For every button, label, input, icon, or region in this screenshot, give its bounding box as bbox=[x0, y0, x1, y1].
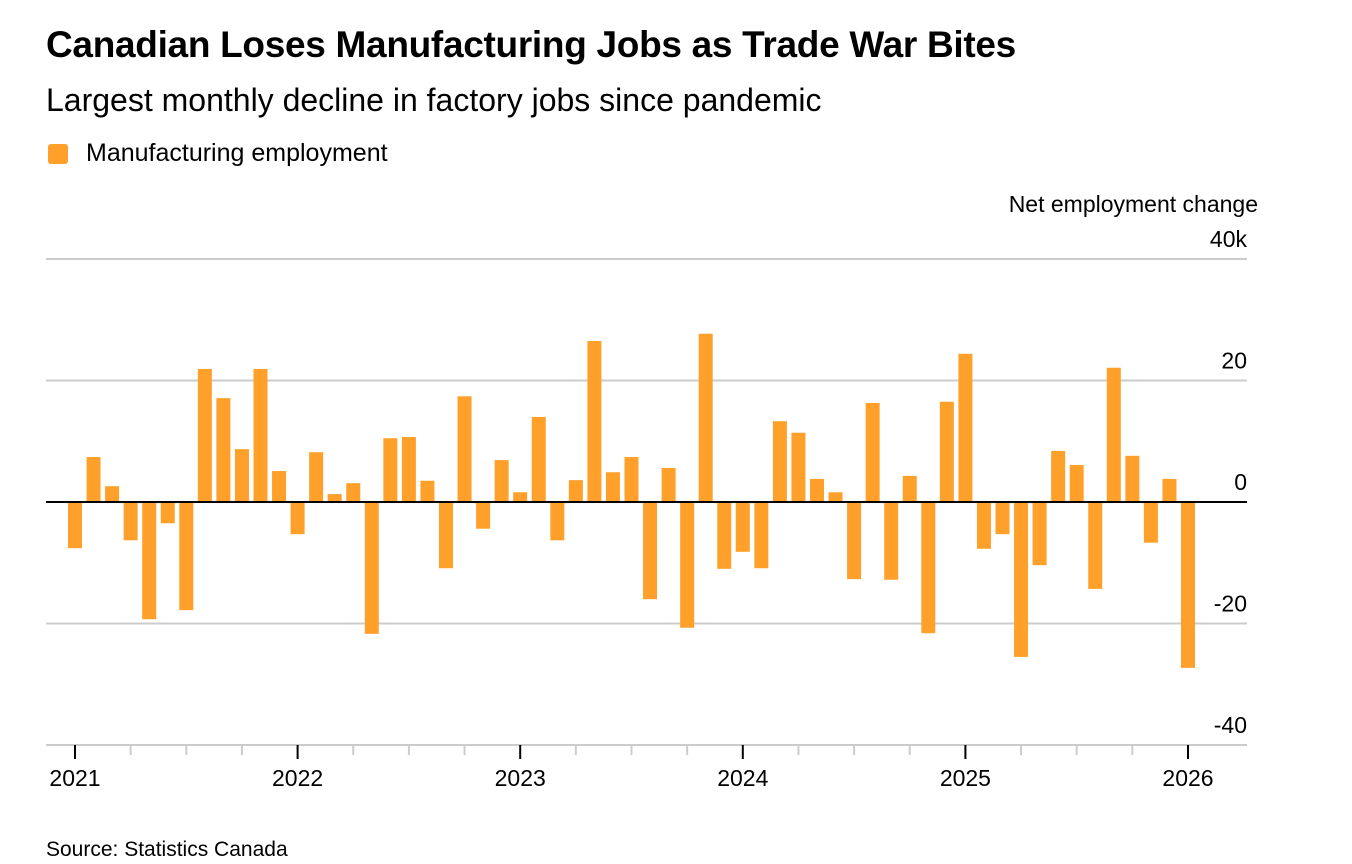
chart-title: Canadian Loses Manufacturing Jobs as Tra… bbox=[46, 24, 1016, 65]
bar bbox=[364, 502, 379, 634]
bar bbox=[1106, 367, 1121, 502]
y-axis-label: Net employment change bbox=[1009, 191, 1258, 217]
bar bbox=[531, 416, 546, 502]
bar bbox=[160, 502, 175, 524]
bar bbox=[976, 502, 991, 549]
bar bbox=[698, 333, 713, 502]
bar bbox=[494, 460, 509, 502]
bar bbox=[513, 492, 528, 502]
bar bbox=[939, 401, 954, 502]
bar bbox=[68, 502, 82, 549]
x-tick-label: 2023 bbox=[495, 765, 546, 791]
bar bbox=[420, 480, 435, 502]
bar bbox=[1143, 502, 1158, 543]
bar bbox=[865, 402, 880, 502]
bar bbox=[791, 432, 806, 502]
bar bbox=[272, 471, 287, 502]
bar bbox=[1125, 455, 1140, 502]
bar bbox=[921, 502, 936, 634]
y-tick-label: 40k bbox=[1210, 226, 1248, 252]
bar bbox=[1032, 502, 1047, 566]
bar bbox=[142, 502, 157, 620]
bar bbox=[290, 502, 305, 535]
bar bbox=[884, 502, 899, 580]
bar bbox=[1051, 450, 1066, 502]
bar bbox=[197, 368, 212, 502]
bar bbox=[253, 368, 268, 502]
bar bbox=[643, 502, 658, 600]
x-tick-label: 2025 bbox=[940, 765, 991, 791]
bar bbox=[383, 438, 398, 502]
bar bbox=[439, 502, 453, 569]
bar bbox=[587, 341, 602, 502]
bar bbox=[661, 467, 676, 502]
bar bbox=[346, 483, 361, 502]
x-tick-label: 2022 bbox=[272, 765, 323, 791]
bar bbox=[847, 502, 862, 580]
bar bbox=[605, 472, 620, 502]
bar bbox=[680, 502, 695, 628]
chart-subtitle: Largest monthly decline in factory jobs … bbox=[46, 82, 822, 118]
bar bbox=[624, 457, 639, 502]
bar bbox=[1069, 464, 1084, 502]
bar bbox=[550, 502, 565, 541]
bar bbox=[234, 449, 249, 502]
bar bbox=[179, 502, 194, 611]
bar bbox=[735, 502, 750, 552]
bar bbox=[86, 457, 101, 502]
bar bbox=[1181, 502, 1195, 668]
x-tick-label: 2024 bbox=[717, 765, 768, 791]
legend: Manufacturing employment bbox=[48, 139, 388, 168]
bar bbox=[995, 502, 1010, 535]
bar bbox=[754, 502, 769, 569]
bar bbox=[1014, 502, 1029, 657]
bar bbox=[958, 353, 973, 502]
y-tick-label: 0 bbox=[1234, 469, 1247, 495]
legend-swatch bbox=[48, 143, 68, 164]
bar bbox=[772, 421, 787, 502]
bar bbox=[216, 398, 231, 502]
bar bbox=[1088, 502, 1103, 589]
bar bbox=[327, 494, 342, 502]
bar bbox=[828, 492, 843, 502]
y-tick-label: -40 bbox=[1214, 712, 1247, 738]
bar bbox=[568, 480, 583, 502]
x-tick-label: 2026 bbox=[1162, 765, 1213, 791]
bar bbox=[717, 502, 732, 569]
y-tick-label: -20 bbox=[1214, 591, 1247, 617]
bar bbox=[309, 452, 324, 502]
bar bbox=[810, 478, 824, 502]
bar bbox=[476, 502, 491, 529]
bar bbox=[105, 486, 120, 502]
legend-label: Manufacturing employment bbox=[86, 139, 388, 167]
bar bbox=[1162, 478, 1177, 502]
x-tick-label: 2021 bbox=[49, 765, 100, 791]
y-tick-label: 20 bbox=[1221, 348, 1247, 374]
bar bbox=[457, 396, 472, 502]
bar bbox=[902, 475, 917, 502]
source-note: Source: Statistics Canada bbox=[46, 838, 288, 861]
bar bbox=[123, 502, 138, 541]
bar bbox=[401, 436, 416, 502]
